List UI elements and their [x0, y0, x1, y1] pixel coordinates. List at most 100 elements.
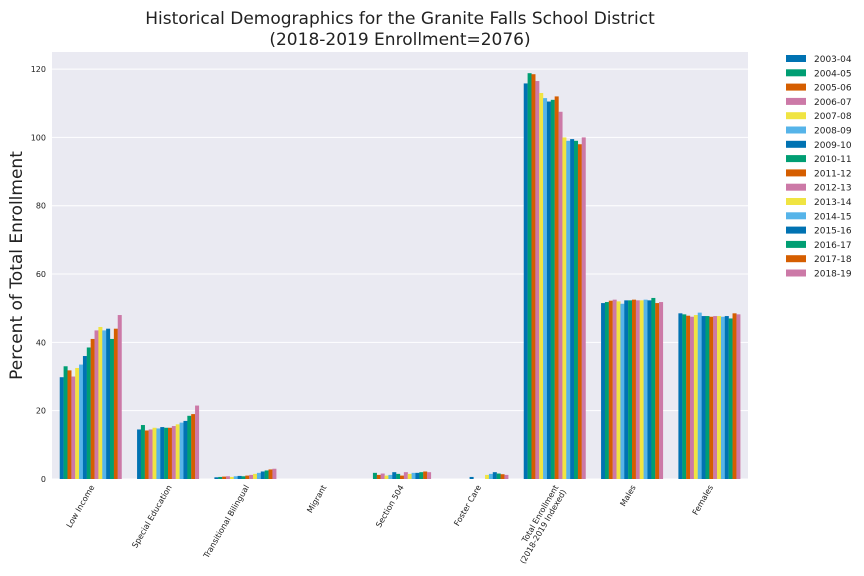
x-tick-label: Females	[691, 484, 715, 517]
bar	[372, 472, 377, 479]
bar	[527, 73, 532, 479]
legend-label: 2010-11	[814, 155, 852, 165]
bars	[59, 73, 741, 480]
legend-swatch	[786, 126, 806, 134]
bar	[63, 366, 68, 479]
bar	[264, 470, 269, 479]
bar	[94, 330, 99, 479]
bar	[550, 99, 555, 479]
bar	[411, 472, 416, 479]
bar	[272, 468, 277, 479]
bar	[492, 472, 497, 479]
bar	[86, 347, 91, 479]
bar	[693, 315, 698, 479]
legend-label: 2018-19	[814, 270, 852, 280]
bar	[175, 424, 180, 479]
bar	[577, 144, 582, 479]
legend-swatch	[786, 183, 806, 191]
bar	[713, 316, 718, 479]
bar	[690, 316, 695, 479]
legend-swatch	[786, 255, 806, 263]
bar	[423, 471, 428, 479]
bar	[75, 367, 80, 479]
y-tick-label: 60	[36, 270, 46, 279]
y-tick-label: 120	[31, 65, 46, 74]
bar	[106, 328, 111, 479]
y-axis-ticks: 0 20 40 60 80 100 120	[31, 65, 46, 484]
bar	[376, 474, 381, 479]
bar	[137, 429, 142, 479]
bar	[651, 297, 656, 479]
legend-swatch	[786, 198, 806, 205]
bar	[241, 476, 246, 479]
bar	[233, 476, 238, 479]
bar	[546, 101, 551, 480]
bar	[403, 472, 408, 479]
legend-label: 2017-18	[814, 255, 852, 265]
bar	[558, 111, 563, 479]
bar	[678, 313, 683, 479]
bar	[643, 299, 648, 479]
bar	[256, 472, 261, 479]
legend-swatch	[786, 155, 806, 163]
bar	[156, 428, 161, 479]
bar	[427, 472, 432, 479]
bar	[113, 328, 118, 479]
bar	[612, 299, 617, 479]
bar	[724, 316, 729, 479]
bar	[67, 370, 72, 479]
y-tick-label: 80	[36, 202, 46, 211]
bar	[102, 330, 107, 479]
bar	[110, 338, 115, 479]
bar	[245, 475, 250, 479]
bar	[195, 405, 200, 479]
y-tick-label: 40	[36, 338, 46, 347]
bar	[140, 425, 145, 479]
y-tick-label: 0	[41, 475, 46, 484]
bar	[152, 427, 157, 479]
bar	[392, 472, 397, 479]
x-tick-label: Section 504	[374, 484, 406, 530]
bar	[736, 314, 741, 479]
legend-swatch	[786, 169, 806, 177]
x-tick-label: Males	[618, 484, 637, 509]
bar	[701, 316, 706, 479]
legend-swatch	[786, 226, 806, 234]
legend-swatch	[786, 55, 806, 62]
bar	[574, 140, 579, 480]
bar	[226, 476, 231, 479]
x-tick-label: Foster Care	[452, 483, 483, 527]
bar	[496, 473, 501, 479]
legend-swatch	[786, 212, 806, 220]
bar	[686, 315, 691, 479]
bar	[98, 326, 103, 479]
legend-swatch	[786, 83, 806, 91]
x-tick-label: Special Education	[130, 484, 173, 550]
legend-label: 2012-13	[814, 184, 852, 194]
bar	[384, 475, 389, 479]
bar	[388, 474, 393, 479]
bar	[90, 338, 95, 479]
bar	[488, 473, 493, 479]
bar	[709, 316, 714, 479]
bar	[179, 422, 184, 479]
bar	[71, 376, 76, 479]
bar	[720, 316, 725, 479]
bar	[647, 300, 652, 479]
bar	[237, 475, 242, 479]
bar	[535, 81, 540, 479]
bar	[222, 476, 227, 479]
x-tick-label: Migrant	[305, 484, 328, 515]
bar	[59, 377, 64, 479]
y-tick-label: 100	[31, 133, 46, 142]
bar	[469, 476, 474, 479]
bar	[566, 140, 571, 480]
bar	[396, 473, 401, 479]
y-axis-label: Percent of Total Enrollment	[7, 151, 27, 380]
bar	[620, 303, 625, 479]
bar	[168, 427, 173, 479]
legend-swatch	[786, 140, 806, 148]
bar	[79, 364, 84, 479]
legend-label: 2003-04	[814, 55, 852, 65]
